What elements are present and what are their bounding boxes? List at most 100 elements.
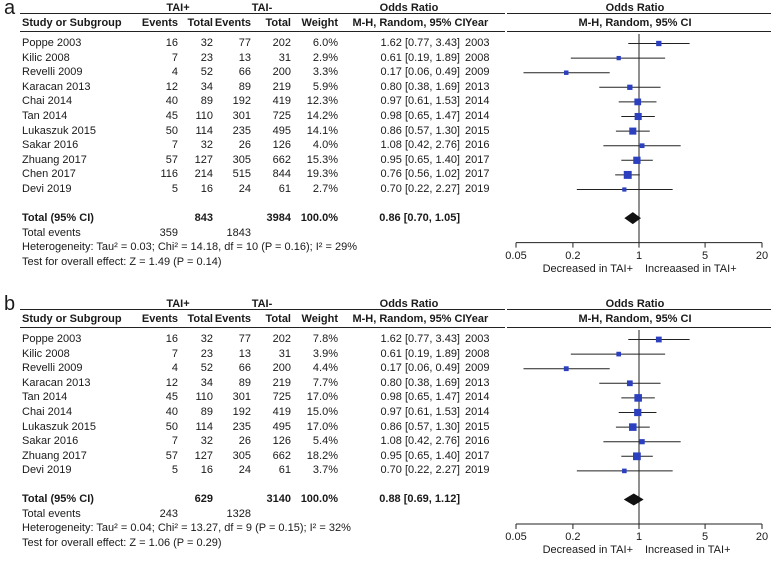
events-tai-pos: 57 (165, 449, 178, 462)
year: 2009 (465, 362, 490, 375)
favours-left-label: Decreased in TAI+ (542, 544, 633, 556)
study-marker (622, 468, 627, 474)
header-events-pos: Events (141, 17, 178, 29)
heterogeneity-text: Heterogeneity: Tau² = 0.03; Chi² = 14.18… (22, 240, 357, 253)
odds-ratio-ci: 0.86 [0.57, 1.30] (380, 124, 460, 137)
header-odds-ratio-right: Odds Ratio (605, 2, 665, 14)
odds-ratio-ci: 1.08 [0.42, 2.76] (380, 435, 460, 448)
events-tai-pos: 16 (165, 37, 178, 49)
year: 2003 (465, 333, 490, 345)
total-tai-neg: 725 (272, 110, 291, 122)
panel-label: a (4, 0, 16, 19)
weight: 14.1% (306, 124, 338, 137)
x-tick-label: 5 (702, 531, 709, 543)
events-tai-pos: 5 (171, 464, 178, 477)
header-rule-right (507, 31, 771, 32)
events-tai-neg: 77 (238, 37, 251, 49)
events-tai-pos: 40 (165, 95, 178, 108)
header-weight: Weight (301, 17, 338, 29)
weight: 14.2% (306, 110, 338, 122)
header-study: Study or Subgroup (22, 313, 122, 325)
total-tai-pos: 52 (200, 66, 213, 79)
study-name: Sakar 2016 (22, 139, 79, 152)
study-name: Tan 2014 (22, 110, 68, 122)
header-rule-top-right (507, 309, 771, 310)
study-marker (616, 55, 621, 61)
odds-ratio-ci: 0.98 [0.65, 1.47] (380, 110, 460, 122)
odds-ratio-ci: 0.95 [0.65, 1.40] (380, 449, 460, 462)
total-events-neg: 1843 (226, 226, 251, 239)
events-tai-neg: 26 (238, 435, 251, 448)
study-marker (634, 112, 642, 121)
study-marker (563, 366, 569, 372)
events-tai-neg: 24 (238, 183, 251, 195)
odds-ratio-ci: 0.76 [0.56, 1.02] (380, 168, 460, 181)
events-tai-neg: 305 (232, 449, 251, 462)
year: 2008 (465, 51, 490, 64)
total-tai-pos: 114 (195, 420, 213, 433)
odds-ratio-ci: 0.98 [0.65, 1.47] (380, 391, 460, 404)
total-tai-pos: 114 (195, 124, 213, 137)
weight: 17.0% (306, 420, 338, 433)
events-tai-neg: 192 (232, 95, 251, 108)
header-tai-neg: TAI- (251, 2, 273, 14)
total-tai-neg: 3140 (266, 493, 291, 505)
study-name: Zhuang 2017 (22, 449, 87, 462)
events-tai-neg: 66 (238, 362, 251, 375)
study-marker (634, 98, 642, 106)
total-tai-neg: 202 (272, 333, 291, 345)
weight: 5.4% (312, 435, 338, 448)
year: 2017 (465, 449, 490, 462)
events-tai-neg: 89 (238, 376, 251, 389)
total-events-label: Total events (22, 508, 81, 520)
events-tai-pos: 57 (165, 153, 178, 166)
study-marker (634, 394, 642, 402)
total-tai-pos: 32 (200, 139, 213, 152)
events-tai-pos: 16 (165, 333, 178, 345)
total-tai-pos: 16 (200, 183, 213, 195)
header-method-right: M-H, Random, 95% CI (578, 17, 692, 29)
events-tai-neg: 26 (238, 139, 251, 152)
study-name: Chai 2014 (22, 406, 73, 418)
header-rule-top-left (20, 13, 505, 14)
study-marker (564, 70, 569, 75)
total-tai-pos: 32 (200, 435, 213, 448)
total-tai-neg: 126 (272, 435, 291, 448)
pooled-diamond (624, 212, 642, 225)
study-name: Karacan 2013 (22, 376, 91, 389)
total-tai-neg: 202 (272, 37, 291, 49)
overall-effect-text: Test for overall effect: Z = 1.49 (P = 0… (22, 255, 222, 268)
x-tick-label: 5 (702, 249, 709, 262)
total-tai-neg: 725 (272, 391, 291, 404)
total-label: Total (95% CI) (22, 211, 94, 224)
header-total-neg: Total (265, 313, 291, 325)
events-tai-neg: 192 (232, 406, 251, 418)
odds-ratio-ci: 0.80 [0.38, 1.69] (380, 80, 460, 93)
total-events-label: Total events (22, 226, 81, 239)
study-name: Lukaszuk 2015 (22, 124, 96, 137)
events-tai-pos: 4 (171, 362, 178, 375)
year: 2013 (465, 376, 490, 389)
weight: 17.0% (306, 391, 338, 404)
events-tai-neg: 305 (232, 153, 251, 166)
total-tai-neg: 219 (272, 80, 291, 93)
events-tai-neg: 301 (232, 391, 251, 404)
odds-ratio-ci: 0.61 [0.19, 1.89] (380, 51, 460, 64)
year: 2013 (465, 80, 490, 93)
header-events-neg: Events (214, 313, 251, 325)
events-tai-neg: 13 (238, 51, 251, 64)
total-tai-pos: 89 (200, 406, 213, 418)
x-tick-label: 20 (755, 531, 769, 543)
header-rule-left (20, 31, 505, 32)
total-tai-neg: 495 (272, 124, 291, 137)
year: 2015 (465, 420, 490, 433)
weight: 2.7% (312, 183, 338, 195)
total-tai-pos: 843 (194, 211, 213, 224)
odds-ratio-ci: 0.95 [0.65, 1.40] (380, 153, 460, 166)
header-odds-ratio-left: Odds Ratio (379, 298, 439, 310)
weight: 4.0% (312, 139, 338, 152)
events-tai-pos: 116 (160, 168, 178, 181)
total-tai-pos: 127 (194, 449, 213, 462)
total-tai-pos: 32 (200, 333, 213, 345)
weight: 15.0% (306, 406, 338, 418)
